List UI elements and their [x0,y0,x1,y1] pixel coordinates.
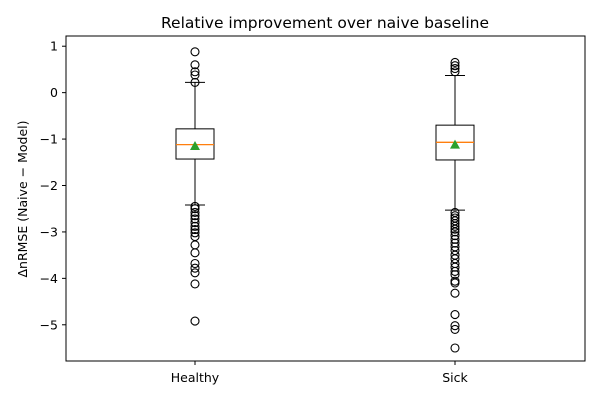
plot-area: 1 0 −1 −2 −3 −4 −5 Healthy Sick [40,35,586,385]
outlier-point [450,343,460,353]
outlier-point [450,238,460,248]
y-axis-label: ΔnRMSE (Naive − Model) [15,120,30,277]
outlier-point [190,316,200,326]
y-tick-label: 0 [50,85,58,100]
outlier-point [450,321,460,331]
outlier-point [190,60,200,70]
outlier-point [450,63,460,74]
outlier-point [190,240,200,250]
outlier-point [450,266,460,276]
outlier-point [450,278,460,288]
outlier-point [190,263,200,273]
outlier-point [450,231,460,241]
mean-marker [450,139,460,149]
outlier-point [190,211,200,221]
outlier-point [190,228,200,238]
outlier-point [190,221,200,231]
y-tick-label: −3 [40,224,58,239]
x-tick-label: Sick [442,370,468,385]
outlier-point [450,57,460,68]
y-tick-label: −2 [40,178,58,193]
mean-marker [190,141,200,151]
y-tick-label: 1 [50,39,58,54]
outlier-point [190,214,200,224]
outlier-point [190,268,200,278]
chart-title: Relative improvement over naive baseline [161,14,489,32]
plot-frame [65,35,586,362]
outlier-point [190,77,200,87]
outlier-point [190,207,200,217]
y-tick-label: −1 [40,132,58,147]
outlier-point [190,218,200,228]
outlier-point [190,258,200,269]
outlier-point [190,201,200,211]
outlier-point [450,67,460,77]
outlier-point [190,47,200,57]
outlier-point [450,324,460,334]
outlier-point [450,234,460,244]
outlier-point [450,221,460,231]
y-tick-label: −5 [40,317,58,332]
y-tick-label: −4 [40,271,58,286]
outlier-point [450,288,460,298]
outlier-point [190,248,200,258]
outlier-point [450,61,460,71]
outlier-point [190,204,200,214]
outlier-point [450,262,460,272]
outlier-point [450,224,460,234]
outlier-point [190,279,200,289]
outlier-point [190,67,200,77]
outlier-point [190,70,200,80]
outlier-point [450,227,460,237]
x-tick-label: Healthy [171,370,220,385]
outlier-point [190,225,200,235]
outlier-point [450,310,460,320]
